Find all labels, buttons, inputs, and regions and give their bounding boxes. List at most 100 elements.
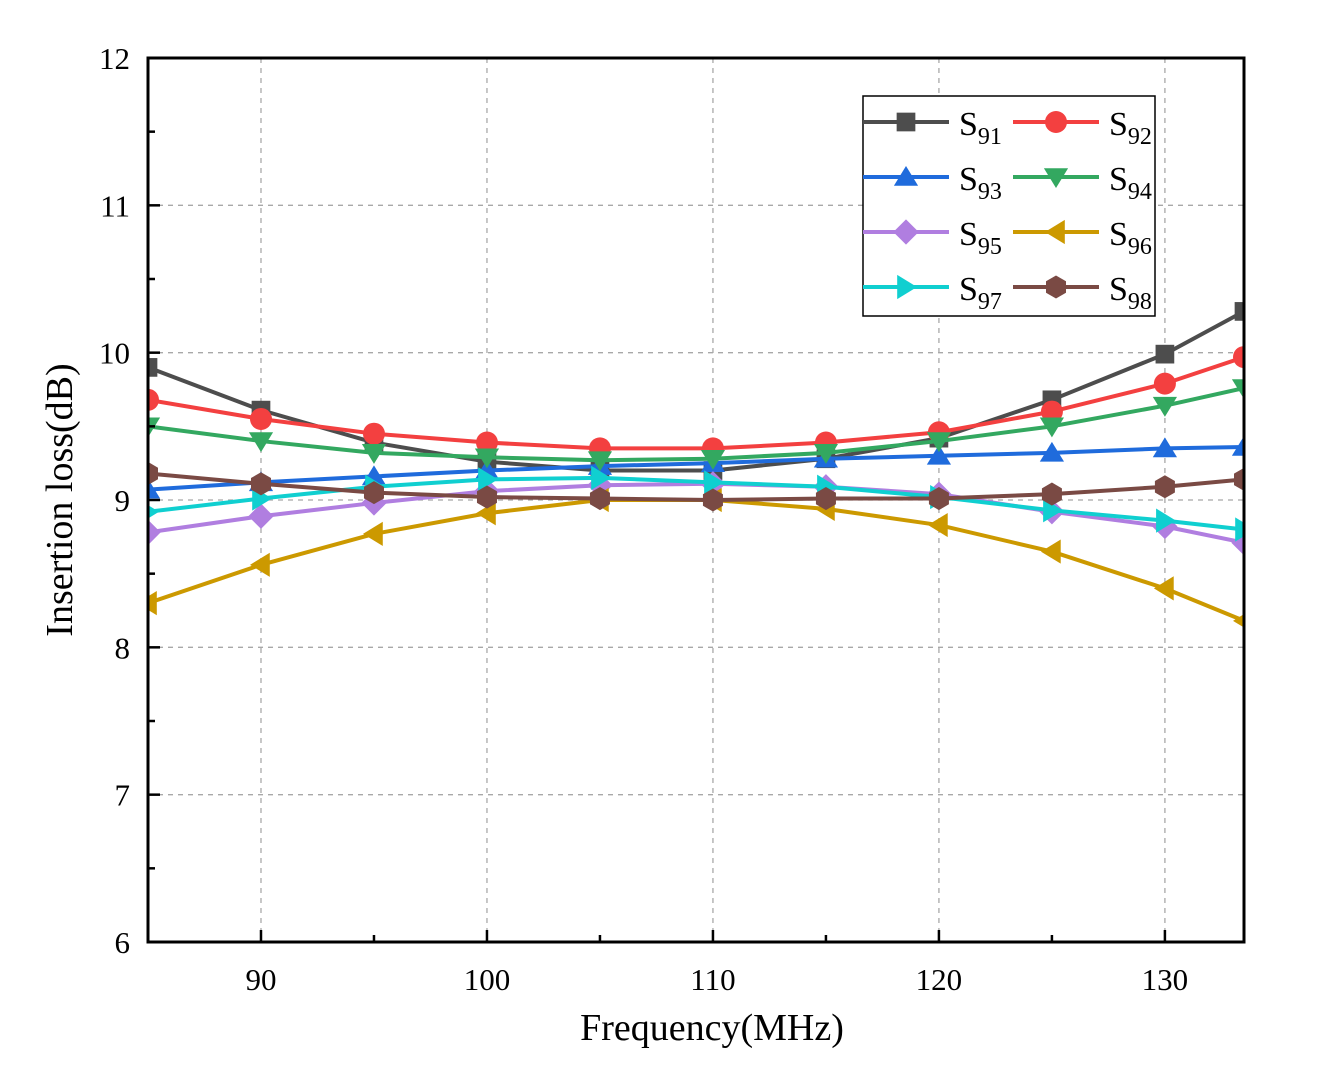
data-point-S94 — [474, 448, 500, 469]
data-point-S94 — [248, 432, 274, 453]
data-point-S98 — [928, 486, 949, 511]
data-point-S97 — [478, 467, 498, 492]
data-point-S92 — [249, 407, 272, 430]
legend-marker-S94 — [1043, 168, 1069, 188]
series-line-S92 — [148, 355, 1244, 451]
legend-item-S91: S91 — [863, 106, 1002, 150]
data-point-S97 — [1235, 517, 1244, 542]
data-point-S97 — [1156, 508, 1176, 533]
data-point-S93 — [1231, 435, 1244, 456]
legend-marker-S95 — [893, 219, 919, 245]
y-tick-label: 10 — [99, 336, 130, 371]
legend-marker-S97 — [897, 274, 917, 300]
data-point-S97 — [704, 470, 724, 495]
data-point-S98 — [1041, 482, 1062, 506]
data-point-S98 — [589, 486, 610, 511]
legend-label: S93 — [959, 161, 1002, 205]
data-point-S96 — [927, 512, 948, 538]
data-point-S98 — [148, 461, 159, 486]
axis-ticks: 90 100 110 120 130 6 7 8 9 10 11 12 — [99, 41, 1188, 997]
data-point-S92 — [1040, 400, 1063, 423]
series-S92 — [148, 346, 1244, 460]
x-tick-label: 110 — [690, 962, 735, 997]
data-point-S93 — [1039, 441, 1065, 462]
data-point-S94 — [926, 432, 952, 453]
data-point-S98 — [476, 485, 497, 509]
data-point-S91 — [1155, 344, 1175, 364]
data-point-S92 — [1153, 372, 1176, 395]
data-point-S94 — [1231, 379, 1244, 400]
legend-item-S98: S98 — [1013, 271, 1152, 315]
legend-box — [862, 95, 1156, 317]
data-point-S96 — [1153, 576, 1174, 601]
data-point-S98 — [1233, 467, 1244, 491]
series-line-S96 — [148, 498, 1244, 623]
legend-item-S94: S94 — [1013, 161, 1152, 205]
y-tick-label: 12 — [99, 41, 130, 76]
data-point-S94 — [813, 444, 839, 464]
data-point-S98 — [702, 488, 723, 512]
data-point-S94 — [1152, 396, 1178, 417]
legend-item-S97: S97 — [863, 271, 1002, 315]
data-point-S92 — [475, 431, 498, 454]
data-point-S96 — [148, 591, 157, 616]
data-point-S91 — [1234, 302, 1244, 321]
legend-marker-S92 — [1045, 111, 1067, 133]
legend-marker-S98 — [1045, 275, 1067, 299]
data-point-S94 — [361, 444, 387, 464]
legend-label: S94 — [1109, 161, 1152, 205]
data-point-S93 — [1152, 437, 1178, 458]
data-point-S93 — [148, 478, 161, 499]
y-tick-label: 9 — [115, 483, 131, 518]
data-point-S96 — [475, 501, 496, 526]
legend-marker-S91 — [896, 112, 916, 132]
data-point-S97 — [1043, 498, 1063, 523]
legend-item-S93: S93 — [863, 161, 1002, 205]
legend-label: S96 — [1109, 216, 1152, 260]
data-point-S92 — [1233, 346, 1244, 369]
x-axis-title: Frequency(MHz) — [580, 1007, 844, 1049]
series-line-S98 — [148, 471, 1244, 502]
x-tick-label: 90 — [245, 962, 276, 997]
y-tick-label: 11 — [100, 188, 130, 223]
legend-marker-S96 — [1045, 219, 1065, 245]
data-point-S96 — [362, 521, 383, 546]
data-point-S97 — [591, 465, 611, 490]
x-tick-label: 100 — [464, 962, 511, 997]
y-tick-label: 8 — [115, 630, 131, 665]
data-point-S91 — [148, 358, 158, 377]
series-layer — [148, 302, 1244, 628]
data-point-S92 — [362, 422, 385, 445]
y-tick-label: 6 — [115, 925, 131, 960]
data-point-S92 — [148, 388, 159, 411]
data-point-S94 — [1039, 417, 1065, 438]
data-point-S94 — [148, 417, 161, 438]
data-point-S94 — [587, 451, 613, 472]
data-point-S98 — [815, 486, 836, 511]
x-tick-label: 130 — [1142, 962, 1189, 997]
data-point-S98 — [250, 472, 271, 496]
data-point-S98 — [363, 481, 384, 505]
data-point-S93 — [926, 444, 952, 465]
series-S97 — [148, 465, 1244, 542]
legend-marker-S93 — [893, 166, 919, 186]
data-point-S96 — [249, 552, 270, 577]
y-tick-label: 7 — [115, 778, 131, 813]
data-point-S95 — [248, 503, 274, 529]
legend-item-S96: S96 — [1013, 216, 1152, 260]
legend-item-S95: S95 — [863, 216, 1002, 260]
series-S98 — [148, 461, 1244, 512]
x-tick-label: 120 — [916, 962, 963, 997]
legend-item-S92: S92 — [1013, 106, 1152, 150]
series-S94 — [148, 379, 1244, 472]
y-axis-title: Insertion loss(dB) — [39, 363, 81, 636]
legend: S91 S92 S93 S94 S95 S96 S97 S98 — [862, 95, 1156, 317]
legend-label: S91 — [959, 106, 1002, 150]
data-point-S97 — [148, 505, 159, 519]
data-point-S96 — [1040, 539, 1061, 564]
data-point-S95 — [148, 519, 161, 546]
data-point-S94 — [700, 449, 726, 470]
legend-label: S98 — [1109, 271, 1152, 315]
legend-label: S92 — [1109, 106, 1152, 150]
